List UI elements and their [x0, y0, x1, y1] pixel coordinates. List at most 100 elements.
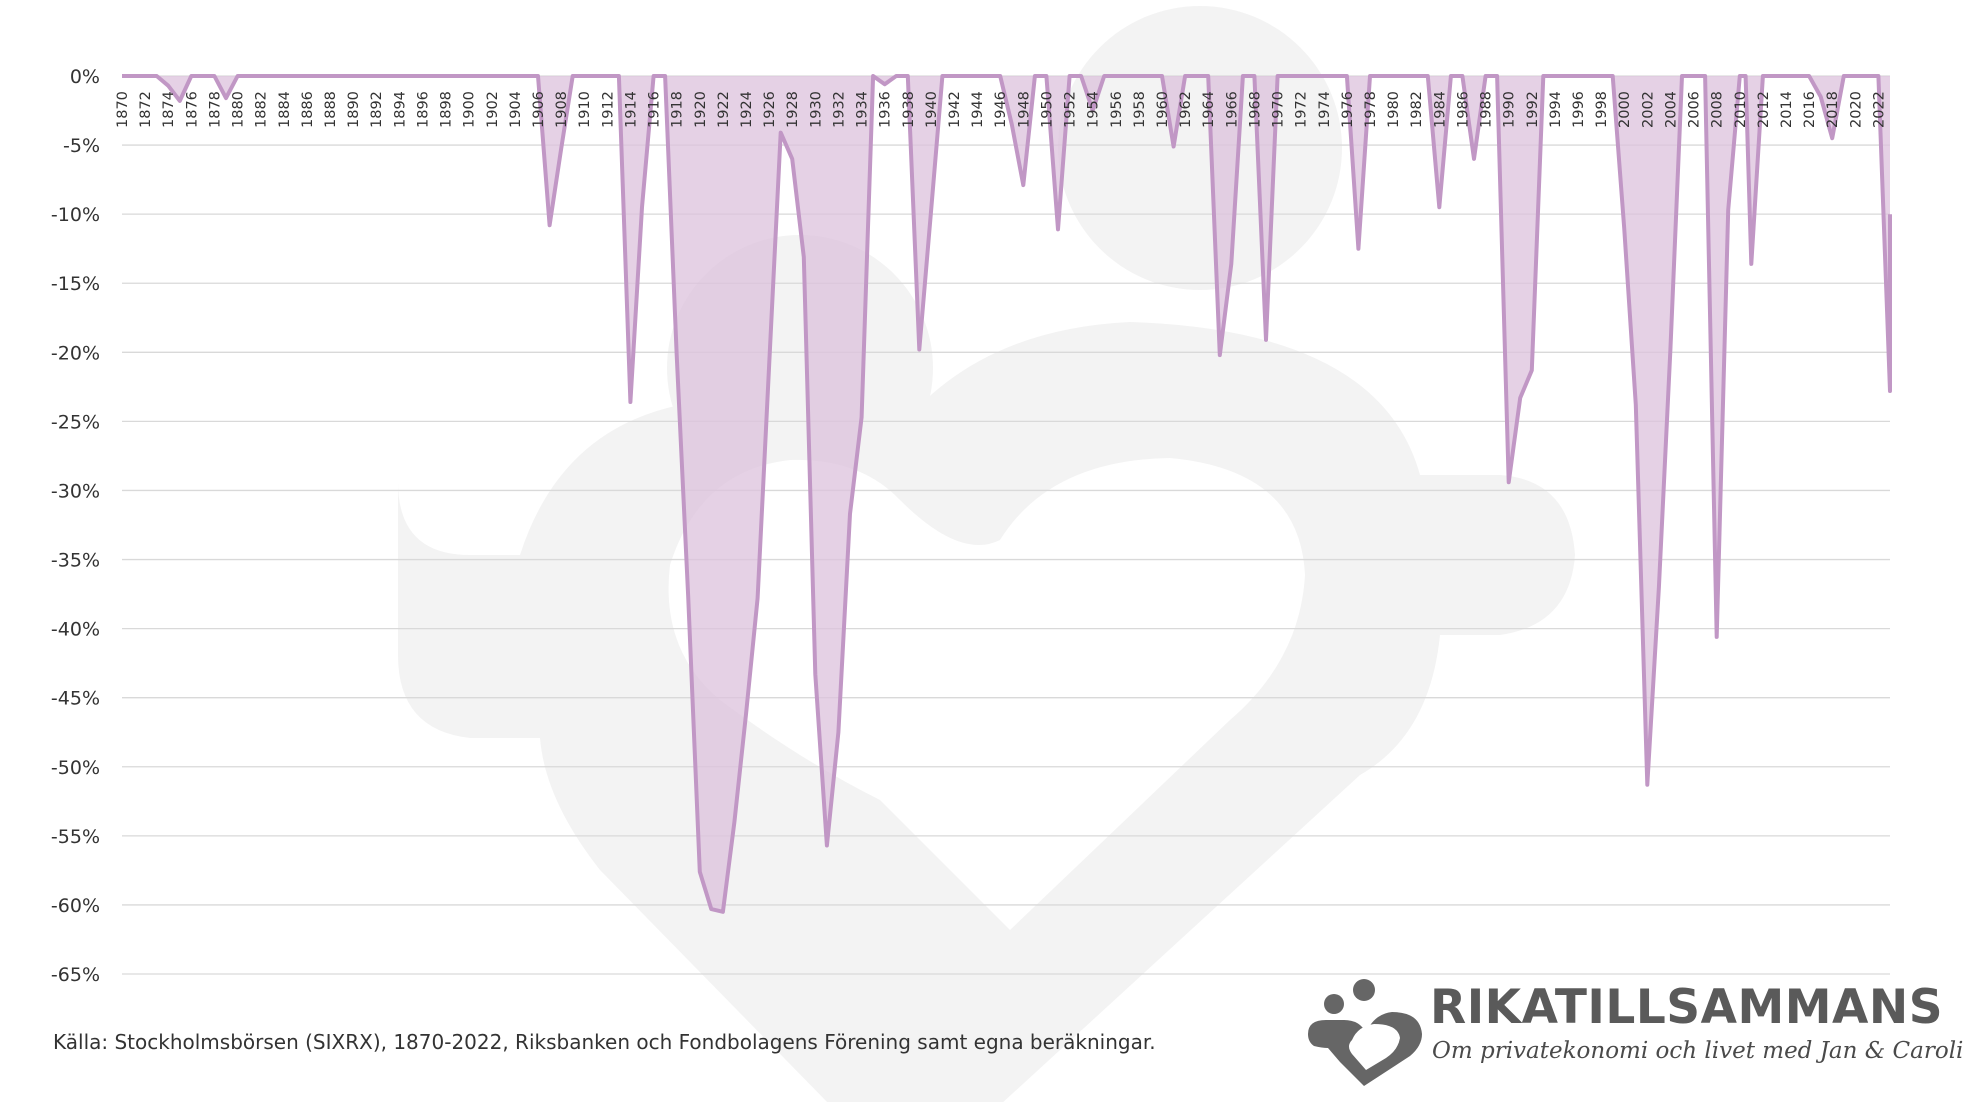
- y-tick-label: -15%: [51, 273, 100, 295]
- y-tick-label: -45%: [51, 688, 100, 710]
- y-tick-label: -55%: [51, 826, 100, 848]
- x-tick-label: 2014: [1779, 91, 1795, 128]
- series-area: [122, 74, 1892, 914]
- x-tick-label: 1912: [600, 91, 616, 128]
- x-tick-label: 1924: [739, 91, 755, 128]
- y-tick-label: -25%: [51, 411, 100, 433]
- y-axis-tick-labels: 0% -5% -10% -15% -20% -25% -30% -35% -40% -45% -50…: [51, 66, 100, 986]
- x-tick-label: 1948: [1016, 91, 1032, 128]
- x-tick-label: 1952: [1063, 91, 1079, 128]
- y-tick-label: 0%: [70, 66, 100, 88]
- x-tick-label: 1988: [1479, 91, 1495, 128]
- x-tick-label: 1998: [1594, 91, 1610, 128]
- x-tick-label: 1984: [1432, 91, 1448, 128]
- x-tick-label: 1910: [577, 91, 593, 128]
- heart-family-watermark-icon: [398, 6, 1575, 1105]
- x-tick-label: 1906: [531, 91, 547, 128]
- y-tick-label: -20%: [51, 342, 100, 364]
- y-tick-label: -40%: [51, 619, 100, 641]
- x-tick-label: 1872: [138, 91, 154, 128]
- x-tick-label: 1986: [1455, 91, 1471, 128]
- brand-logo-block[interactable]: RIKATILLSAMMANS Om privatekonomi och liv…: [1300, 978, 1963, 1088]
- x-tick-label: 1870: [115, 91, 131, 128]
- x-tick-label: 1978: [1363, 91, 1379, 128]
- x-tick-label: 1902: [485, 91, 501, 128]
- x-tick-label: 1918: [670, 91, 686, 128]
- x-tick-label: 1992: [1525, 91, 1541, 128]
- x-tick-label: 1968: [1247, 91, 1263, 128]
- x-tick-label: 1934: [855, 91, 871, 128]
- x-tick-label: 1936: [878, 91, 894, 128]
- x-tick-label: 1982: [1409, 91, 1425, 128]
- x-tick-label: 1932: [831, 91, 847, 128]
- watermark-head-large: [1058, 6, 1342, 290]
- x-tick-label: 1970: [1271, 91, 1287, 128]
- x-tick-label: 2000: [1617, 91, 1633, 128]
- x-tick-label: 1994: [1548, 91, 1564, 128]
- x-tick-label: 1976: [1340, 91, 1356, 128]
- x-tick-label: 1886: [300, 91, 316, 128]
- x-tick-label: 1892: [369, 91, 385, 128]
- x-tick-label: 1884: [277, 91, 293, 128]
- x-tick-label: 1944: [970, 91, 986, 128]
- x-tick-label: 2016: [1802, 91, 1818, 128]
- x-tick-label: 1930: [808, 91, 824, 128]
- x-tick-label: 1876: [184, 91, 200, 128]
- series-0-fill: [122, 76, 1890, 912]
- x-tick-label: 1990: [1502, 91, 1518, 128]
- x-tick-label: 1914: [623, 91, 639, 128]
- y-tick-label: -65%: [51, 964, 100, 986]
- x-tick-label: 1874: [161, 91, 177, 128]
- x-tick-label: 1980: [1386, 91, 1402, 128]
- y-tick-label: -35%: [51, 550, 100, 572]
- x-tick-label: 2004: [1663, 91, 1679, 128]
- x-tick-label: 1888: [323, 91, 339, 128]
- x-tick-label: 1898: [439, 91, 455, 128]
- y-tick-label: -30%: [51, 480, 100, 502]
- x-tick-label: 1880: [231, 91, 247, 128]
- x-tick-label: 1890: [346, 91, 362, 128]
- source-note: Källa: Stockholmsbörsen (SIXRX), 1870-20…: [53, 1030, 1156, 1054]
- y-tick-label: -10%: [51, 204, 100, 226]
- y-tick-label: -50%: [51, 757, 100, 779]
- x-tick-label: 1938: [901, 91, 917, 128]
- x-tick-label: 1908: [554, 91, 570, 128]
- x-tick-label: 2010: [1733, 91, 1749, 128]
- x-tick-label: 1894: [392, 91, 408, 128]
- x-tick-label: 2018: [1825, 91, 1841, 128]
- y-tick-label: -60%: [51, 895, 100, 917]
- x-tick-label: 2008: [1710, 91, 1726, 128]
- x-tick-label: 1926: [762, 91, 778, 128]
- family-heart-icon: [1308, 979, 1422, 1086]
- x-tick-label: 2006: [1687, 91, 1703, 128]
- x-tick-label: 1972: [1294, 91, 1310, 128]
- x-tick-label: 1904: [508, 91, 524, 128]
- x-tick-label: 1956: [1109, 91, 1125, 128]
- x-tick-label: 1882: [254, 91, 270, 128]
- x-tick-label: 1974: [1317, 91, 1333, 128]
- x-tick-label: 1922: [716, 91, 732, 128]
- x-tick-label: 2012: [1756, 91, 1772, 128]
- x-tick-label: 1940: [924, 91, 940, 128]
- y-tick-label: -5%: [63, 135, 100, 157]
- x-tick-label: 1878: [207, 91, 223, 128]
- x-tick-label: 1942: [947, 91, 963, 128]
- x-tick-label: 1966: [1224, 91, 1240, 128]
- x-tick-label: 2022: [1871, 91, 1887, 128]
- x-tick-label: 1916: [647, 91, 663, 128]
- x-tick-label: 2020: [1848, 91, 1864, 128]
- brand-tagline: Om privatekonomi och livet med Jan & Car…: [1432, 1038, 1963, 1064]
- x-axis-tick-labels: 1870 1872 1874 1876 1878 1880 1882 1884 1886 1888…: [115, 91, 1887, 128]
- gridlines: [122, 75, 1890, 975]
- x-tick-label: 1958: [1132, 91, 1148, 128]
- x-tick-label: 1950: [1039, 91, 1055, 128]
- x-tick-label: 1946: [993, 91, 1009, 128]
- brand-name: RIKATILLSAMMANS: [1430, 980, 1944, 1035]
- x-tick-label: 1896: [415, 91, 431, 128]
- x-tick-label: 1962: [1178, 91, 1194, 128]
- x-tick-label: 1954: [1086, 91, 1102, 128]
- x-tick-label: 1996: [1571, 91, 1587, 128]
- x-tick-label: 1920: [693, 91, 709, 128]
